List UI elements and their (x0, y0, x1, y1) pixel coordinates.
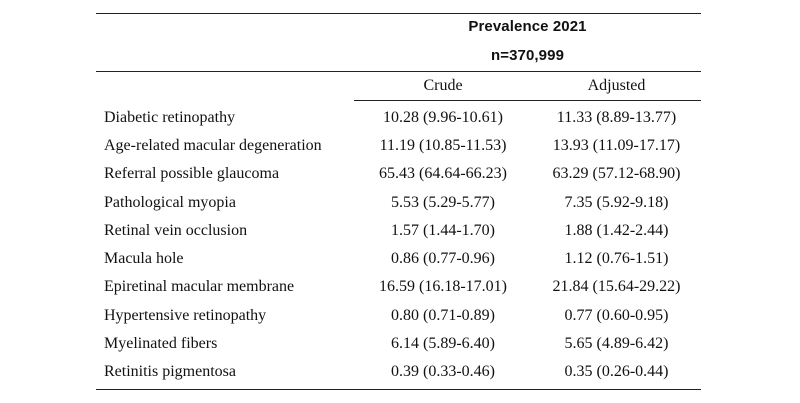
row-label: Macula hole (104, 250, 184, 267)
row-adjusted-value: 1.88 (1.42-2.44) (564, 222, 669, 239)
row-label: Myelinated fibers (104, 335, 218, 352)
row-adjusted-value: 21.84 (15.64-29.22) (552, 278, 681, 295)
bottom-rule (96, 389, 701, 390)
row-crude-value: 6.14 (5.89-6.40) (391, 335, 495, 352)
row-adjusted-value: 0.35 (0.26-0.44) (564, 363, 669, 380)
row-adjusted-value: 0.77 (0.60-0.95) (564, 307, 669, 324)
column-header-rule (354, 100, 701, 101)
row-label: Age-related macular degeneration (104, 137, 322, 154)
row-adjusted-value: 13.93 (11.09-17.17) (552, 137, 681, 154)
row-crude-value: 0.86 (0.77-0.96) (391, 250, 495, 267)
row-adjusted-value: 11.33 (8.89-13.77) (556, 109, 677, 126)
row-adjusted-value: 5.65 (4.89-6.42) (564, 335, 669, 352)
row-adjusted-value: 1.12 (0.76-1.51) (564, 250, 669, 267)
top-rule (96, 13, 701, 14)
row-label: Epiretinal macular membrane (104, 278, 295, 295)
row-crude-value: 65.43 (64.64-66.23) (379, 165, 507, 182)
row-adjusted-value: 7.35 (5.92-9.18) (564, 194, 669, 211)
row-adjusted-value: 63.29 (57.12-68.90) (552, 165, 681, 182)
row-label: Retinal vein occlusion (104, 222, 248, 239)
row-crude-value: 10.28 (9.96-10.61) (383, 109, 503, 126)
row-crude-value: 0.80 (0.71-0.89) (391, 307, 495, 324)
row-label: Retinitis pigmentosa (104, 363, 236, 380)
row-crude-value: 5.53 (5.29-5.77) (391, 194, 495, 211)
row-crude-value: 0.39 (0.33-0.46) (391, 363, 495, 380)
row-label: Pathological myopia (104, 194, 236, 211)
row-label: Referral possible glaucoma (104, 165, 280, 182)
row-label: Hypertensive retinopathy (104, 307, 267, 324)
row-crude-value: 11.19 (10.85-11.53) (379, 137, 507, 154)
column-header-crude: Crude (423, 77, 463, 94)
header-title: Prevalence 2021 (468, 18, 587, 35)
header-subtitle: n=370,999 (490, 47, 565, 64)
header-rule (96, 71, 701, 72)
row-crude-value: 1.57 (1.44-1.70) (391, 222, 495, 239)
row-crude-value: 16.59 (16.18-17.01) (379, 278, 507, 295)
column-header-adjusted: Adjusted (587, 77, 646, 94)
row-label: Diabetic retinopathy (104, 109, 236, 126)
